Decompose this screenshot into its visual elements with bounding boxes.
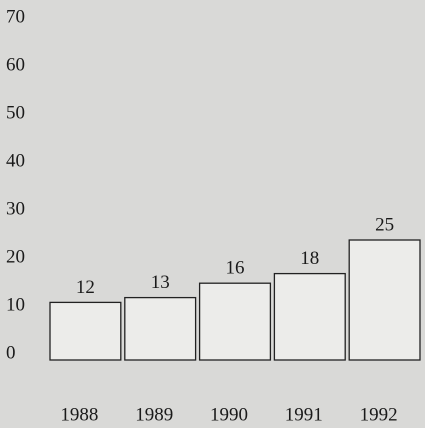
bar (124, 296, 197, 361)
value-label: 12 (76, 277, 95, 298)
x-tick-label: 1991 (285, 404, 323, 425)
x-tick-label: 1988 (60, 404, 98, 425)
y-tick-label: 10 (6, 294, 25, 315)
value-label: 16 (226, 258, 245, 279)
y-tick-label: 50 (6, 102, 25, 123)
y-tick-label: 60 (6, 54, 25, 75)
y-tick-label: 0 (6, 342, 16, 363)
value-label: 18 (300, 248, 319, 269)
bar (348, 239, 421, 361)
y-tick-label: 70 (6, 6, 25, 27)
value-label: 13 (151, 272, 170, 293)
bar (49, 301, 122, 361)
x-tick-label: 1990 (210, 404, 248, 425)
bar (273, 272, 346, 361)
x-tick-label: 1992 (360, 404, 398, 425)
bar (198, 282, 272, 361)
y-tick-label: 30 (6, 198, 25, 219)
value-label: 25 (375, 214, 394, 235)
x-tick-label: 1989 (135, 404, 173, 425)
y-tick-label: 40 (6, 150, 25, 171)
y-tick-label: 20 (6, 246, 25, 267)
